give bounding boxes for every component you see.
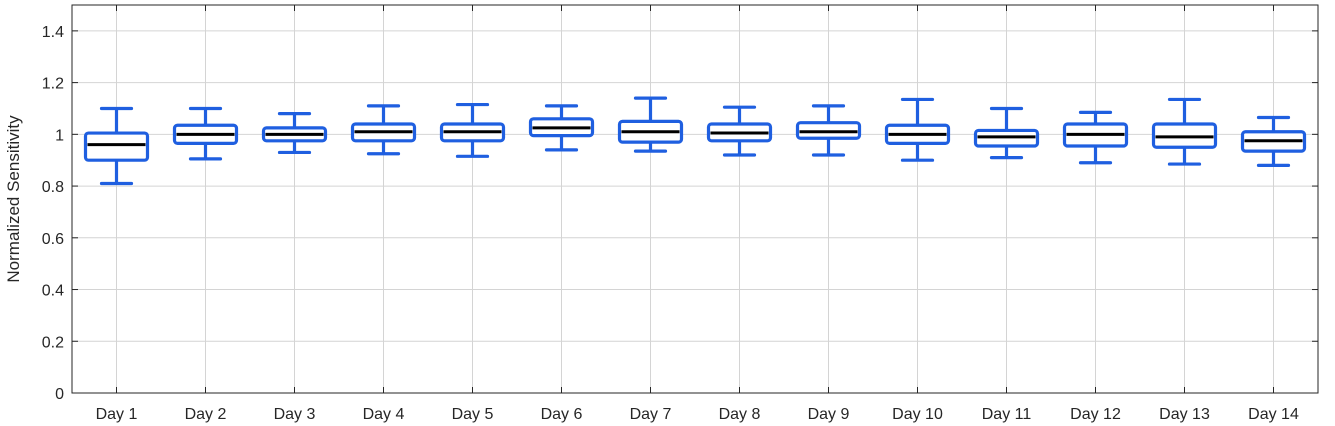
- box-1: [83, 106, 150, 186]
- x-tick-label: Day 7: [630, 406, 672, 423]
- y-tick-label: 0: [55, 386, 64, 403]
- x-tick-label: Day 3: [274, 406, 316, 423]
- boxes-layer: [83, 96, 1307, 186]
- y-tick-label: 0.4: [42, 283, 64, 300]
- x-tick-label: Day 6: [541, 406, 583, 423]
- grid-layer: [72, 5, 1318, 394]
- labels-layer: 0 0.2 0.4 0.6 0.8 1 1.2 1.4 Day 1 Day 2 Day 3 Day 4…: [42, 24, 1299, 423]
- y-tick-label: 1: [55, 127, 64, 144]
- x-tick-label: Day 9: [808, 406, 850, 423]
- y-tick-label: 0.6: [42, 231, 64, 248]
- y-tick-label: 0.2: [42, 334, 64, 351]
- x-tick-label: Day 2: [185, 406, 227, 423]
- y-tick-label: 0.8: [42, 179, 64, 196]
- x-tick-label: Day 12: [1070, 406, 1121, 423]
- x-tick-label: Day 1: [96, 406, 138, 423]
- x-tick-label: Day 5: [452, 406, 494, 423]
- box-13: [1151, 97, 1218, 166]
- box-7: [617, 96, 684, 153]
- box-10: [884, 97, 951, 162]
- x-tick-label: Day 11: [982, 406, 1032, 423]
- box-14: [1240, 115, 1307, 167]
- box-2: [172, 106, 239, 161]
- axes-layer: [71, 4, 1319, 394]
- box-9: [795, 104, 862, 157]
- box-6: [528, 104, 595, 152]
- x-tick-label: Day 8: [719, 406, 761, 423]
- box-iqr: [83, 131, 150, 162]
- box-12: [1062, 110, 1129, 165]
- y-tick-label: 1.4: [42, 24, 64, 41]
- y-tick-label: 1.2: [42, 76, 64, 93]
- box-4: [350, 104, 417, 156]
- x-tick-label: Day 13: [1159, 406, 1210, 423]
- box-3: [261, 112, 328, 155]
- box-5: [439, 102, 506, 158]
- x-tick-label: Day 4: [363, 406, 405, 423]
- plot-frame: [71, 4, 1319, 394]
- box-8: [706, 105, 773, 157]
- y-axis-label: Normalized Sensitivity: [4, 115, 23, 283]
- x-tick-label: Day 14: [1248, 406, 1299, 423]
- box-11: [973, 106, 1040, 160]
- x-tick-label: Day 10: [892, 406, 943, 423]
